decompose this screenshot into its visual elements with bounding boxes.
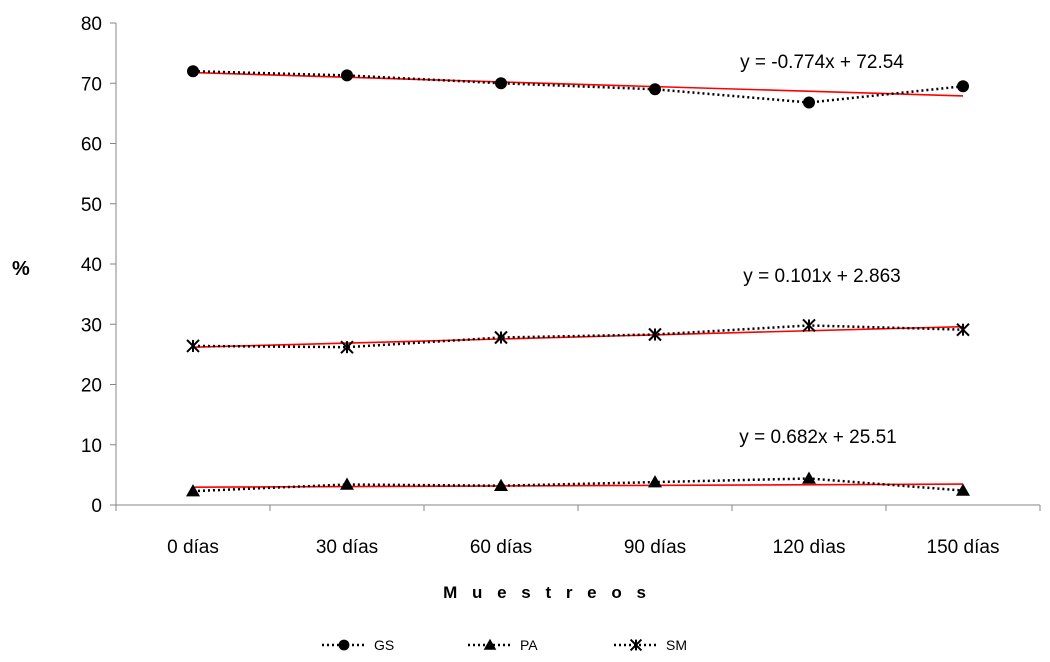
- legend-marker-gs: [338, 639, 350, 651]
- y-tick-label: 80: [81, 14, 102, 35]
- y-tick-label: 0: [91, 496, 102, 517]
- y-tick-labels: 0 10 20 30 40 50 60 70 80: [81, 14, 102, 517]
- y-tick-label: 50: [81, 195, 102, 216]
- x-tick-label: 120 dìas: [773, 537, 846, 558]
- trend-equation-pa: y = 0.101x + 2.863: [743, 266, 900, 287]
- y-tick-label: 40: [81, 255, 102, 276]
- point-sm: [186, 339, 200, 353]
- trend-equation-gs: y = -0.774x + 72.54: [740, 52, 904, 73]
- legend-label-pa: PA: [520, 637, 538, 653]
- trendline-gs: [192, 71, 964, 97]
- point-sm: [648, 327, 662, 342]
- point-gs: [649, 83, 661, 96]
- series-lines: [192, 69, 964, 493]
- trend-equations: y = -0.774x + 72.54 y = 0.101x + 2.863 y =…: [739, 52, 904, 448]
- point-gs: [341, 69, 353, 82]
- point-gs: [957, 80, 969, 93]
- y-tick-label: 70: [81, 74, 102, 95]
- series-line-sm: [192, 324, 964, 349]
- x-tick-label: 0 días: [167, 537, 219, 558]
- point-pa: [956, 483, 970, 496]
- legend-label-sm: SM: [666, 637, 687, 653]
- axes: [110, 22, 1041, 511]
- series-line-pa: [192, 477, 964, 493]
- point-sm: [494, 330, 508, 345]
- point-gs: [803, 96, 815, 109]
- x-tick-label: 90 días: [624, 537, 686, 558]
- y-axis-label: %: [12, 258, 30, 280]
- point-sm: [340, 340, 354, 354]
- y-tick-label: 20: [81, 376, 102, 397]
- series-line-gs: [192, 69, 964, 104]
- point-pa: [494, 478, 508, 491]
- point-sm: [956, 322, 970, 337]
- legend: GS PA SM: [322, 637, 687, 653]
- x-axis-label: M u e s t r e o s: [443, 583, 651, 602]
- trendline-pa: [192, 483, 964, 488]
- x-tick-label: 60 días: [470, 537, 532, 558]
- point-pa: [340, 477, 354, 490]
- trend-equation-sm: y = 0.682x + 25.51: [739, 427, 896, 448]
- series-markers: [186, 65, 970, 497]
- x-tick-labels: 0 días 30 días 60 días 90 días 120 dìas 150 d…: [167, 537, 999, 558]
- legend-marker-sm: [629, 638, 643, 652]
- y-tick-label: 60: [81, 135, 102, 156]
- point-pa: [648, 475, 662, 488]
- legend-marker-pa: [483, 638, 497, 650]
- legend-label-gs: GS: [374, 637, 394, 653]
- point-pa: [186, 484, 200, 497]
- point-gs: [187, 65, 199, 78]
- point-gs: [495, 77, 507, 90]
- x-tick-label: 150 días: [927, 537, 1000, 558]
- x-tick-label: 30 días: [316, 537, 378, 558]
- y-tick-label: 10: [81, 436, 102, 457]
- point-sm: [802, 318, 816, 333]
- point-pa: [802, 471, 816, 484]
- y-tick-label: 30: [81, 315, 102, 336]
